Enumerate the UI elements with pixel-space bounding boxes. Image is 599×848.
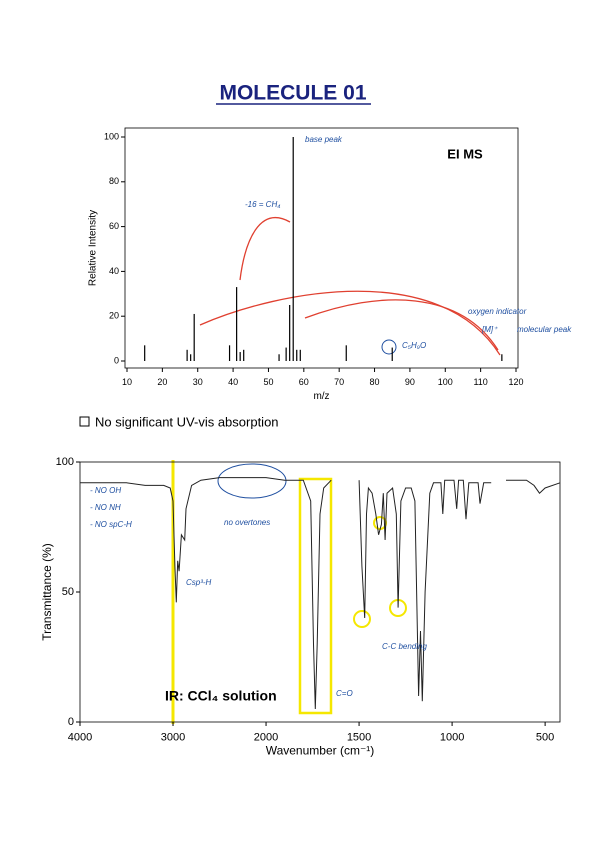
x-tick-label: 30 xyxy=(193,377,203,387)
x-tick-label: 3000 xyxy=(161,731,185,743)
highlight-circle xyxy=(353,610,371,628)
peak xyxy=(391,347,393,361)
spectrum-line xyxy=(80,477,561,710)
checkbox xyxy=(79,416,90,427)
x-tick-label: 60 xyxy=(299,377,309,387)
y-tick-label: 0 xyxy=(68,716,74,728)
y-tick-label: 100 xyxy=(104,131,119,141)
y-tick-label: 80 xyxy=(109,176,119,186)
x-tick-label: 70 xyxy=(334,377,344,387)
annotation: C=O xyxy=(336,689,353,698)
peak xyxy=(501,354,503,361)
peak xyxy=(239,352,241,361)
annotation: base peak xyxy=(305,135,343,144)
x-tick-label: 110 xyxy=(473,377,487,387)
x-tick-label: 80 xyxy=(370,377,380,387)
peak xyxy=(289,305,291,361)
arrow xyxy=(199,290,501,356)
y-axis-label: Relative Intensity xyxy=(88,210,99,286)
annotation: molecular peak xyxy=(517,325,572,334)
peak xyxy=(186,349,188,361)
annotation: [M]⁺ xyxy=(481,325,498,334)
highlight-box xyxy=(298,477,333,715)
annotation: oxygen indicator xyxy=(468,307,527,316)
x-tick-label: 100 xyxy=(438,377,453,387)
peak xyxy=(236,287,238,361)
peak xyxy=(299,349,301,361)
ellipse xyxy=(217,463,287,499)
peak xyxy=(292,137,294,361)
peak xyxy=(278,354,280,361)
arrow xyxy=(304,299,499,351)
annotation: - NO NH xyxy=(90,503,121,512)
peak xyxy=(190,354,192,361)
chart-label: IR: CCl₄ solution xyxy=(165,688,277,704)
x-tick-label: 120 xyxy=(508,377,523,387)
y-tick-label: 100 xyxy=(56,456,74,468)
circle xyxy=(381,339,397,355)
plot-frame xyxy=(79,461,561,723)
note: No significant UV-vis absorption xyxy=(95,414,279,429)
x-tick-label: 40 xyxy=(228,377,238,387)
peak xyxy=(144,345,146,361)
annotation: Csp³-H xyxy=(186,578,212,587)
x-tick-label: 1000 xyxy=(440,731,464,743)
x-tick-label: 20 xyxy=(157,377,167,387)
x-tick-label: 10 xyxy=(122,377,132,387)
y-axis-label: Transmittance (%) xyxy=(40,543,54,641)
y-tick-label: 40 xyxy=(109,266,119,276)
arrow xyxy=(239,216,291,281)
peak xyxy=(193,313,195,361)
x-tick-label: 4000 xyxy=(68,731,92,743)
peak xyxy=(296,349,298,361)
annotation: C-C bending xyxy=(382,642,427,651)
annotation: C₅H₉O xyxy=(402,341,426,350)
y-tick-label: 60 xyxy=(109,221,119,231)
chart-label: EI MS xyxy=(447,146,483,161)
annotation: -16 = CH₄ xyxy=(245,200,280,209)
annotation: no overtones xyxy=(224,518,270,527)
peak xyxy=(228,345,231,361)
peak xyxy=(345,345,347,361)
x-tick-label: 90 xyxy=(405,377,415,387)
y-tick-label: 20 xyxy=(109,311,119,321)
annotation: - NO spC-H xyxy=(90,520,132,529)
page-title: MOLECULE 01 xyxy=(219,82,366,105)
peak xyxy=(243,349,245,361)
y-tick-label: 50 xyxy=(62,586,74,598)
x-tick-label: 2000 xyxy=(254,731,278,743)
y-tick-label: 0 xyxy=(114,355,119,365)
x-axis-label: Wavenumber (cm⁻¹) xyxy=(266,744,375,758)
plot-frame xyxy=(124,127,519,369)
x-axis-label: m/z xyxy=(313,391,329,402)
peak xyxy=(285,347,287,361)
x-tick-label: 50 xyxy=(263,377,273,387)
annotation: - NO OH xyxy=(90,486,121,495)
x-tick-label: 1500 xyxy=(347,731,371,743)
x-tick-label: 500 xyxy=(536,731,554,743)
